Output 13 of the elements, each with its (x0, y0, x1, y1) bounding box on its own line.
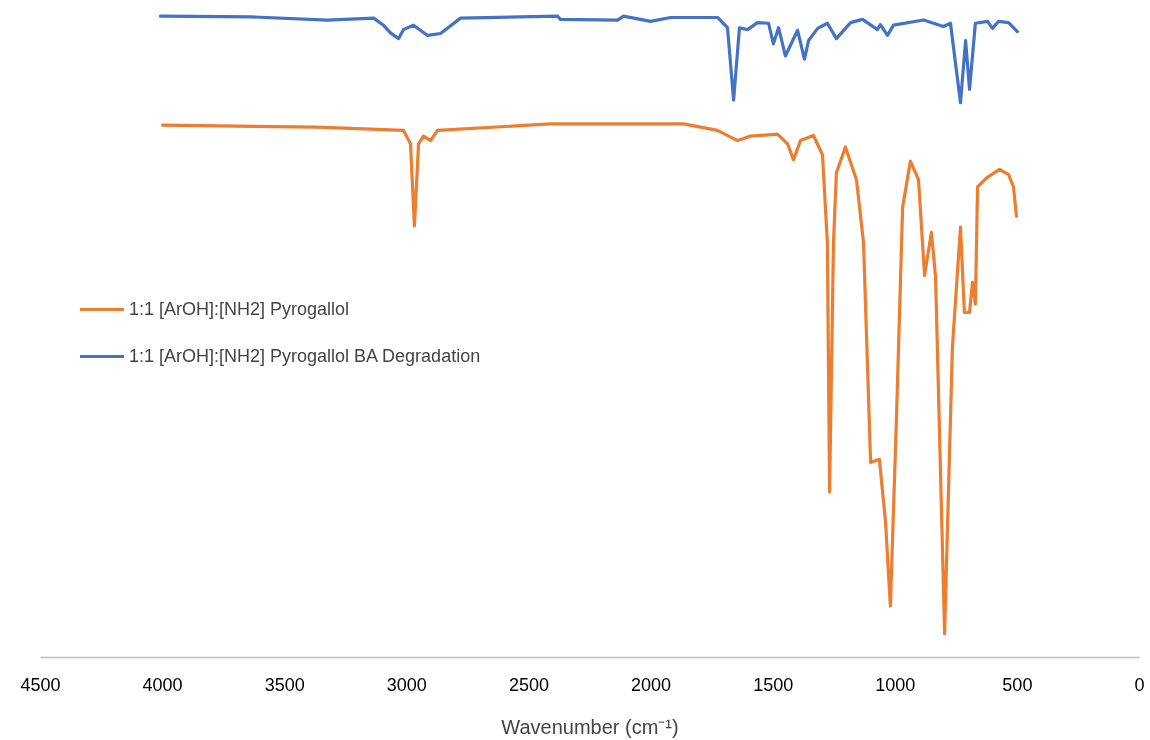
x-tick-label: 0 (1134, 674, 1145, 695)
legend-label: 1:1 [ArOH]:[NH2] Pyrogallol (129, 298, 350, 320)
x-tick-label: 1500 (753, 674, 794, 695)
x-tick-label: 4000 (142, 674, 183, 695)
x-tick-label: 4500 (20, 674, 61, 695)
x-tick-label: 1000 (875, 674, 916, 695)
x-tick-label: 3500 (264, 674, 305, 695)
x-tick-label: 2000 (631, 674, 672, 695)
x-tick-label: 3000 (386, 674, 427, 695)
legend-label: 1:1 [ArOH]:[NH2] Pyrogallol BA Degradation (129, 345, 481, 367)
x-tick-label: 500 (1002, 674, 1033, 695)
x-axis-title: Wavenumber (cm⁻¹) (501, 715, 679, 738)
x-tick-label: 2500 (508, 674, 549, 695)
